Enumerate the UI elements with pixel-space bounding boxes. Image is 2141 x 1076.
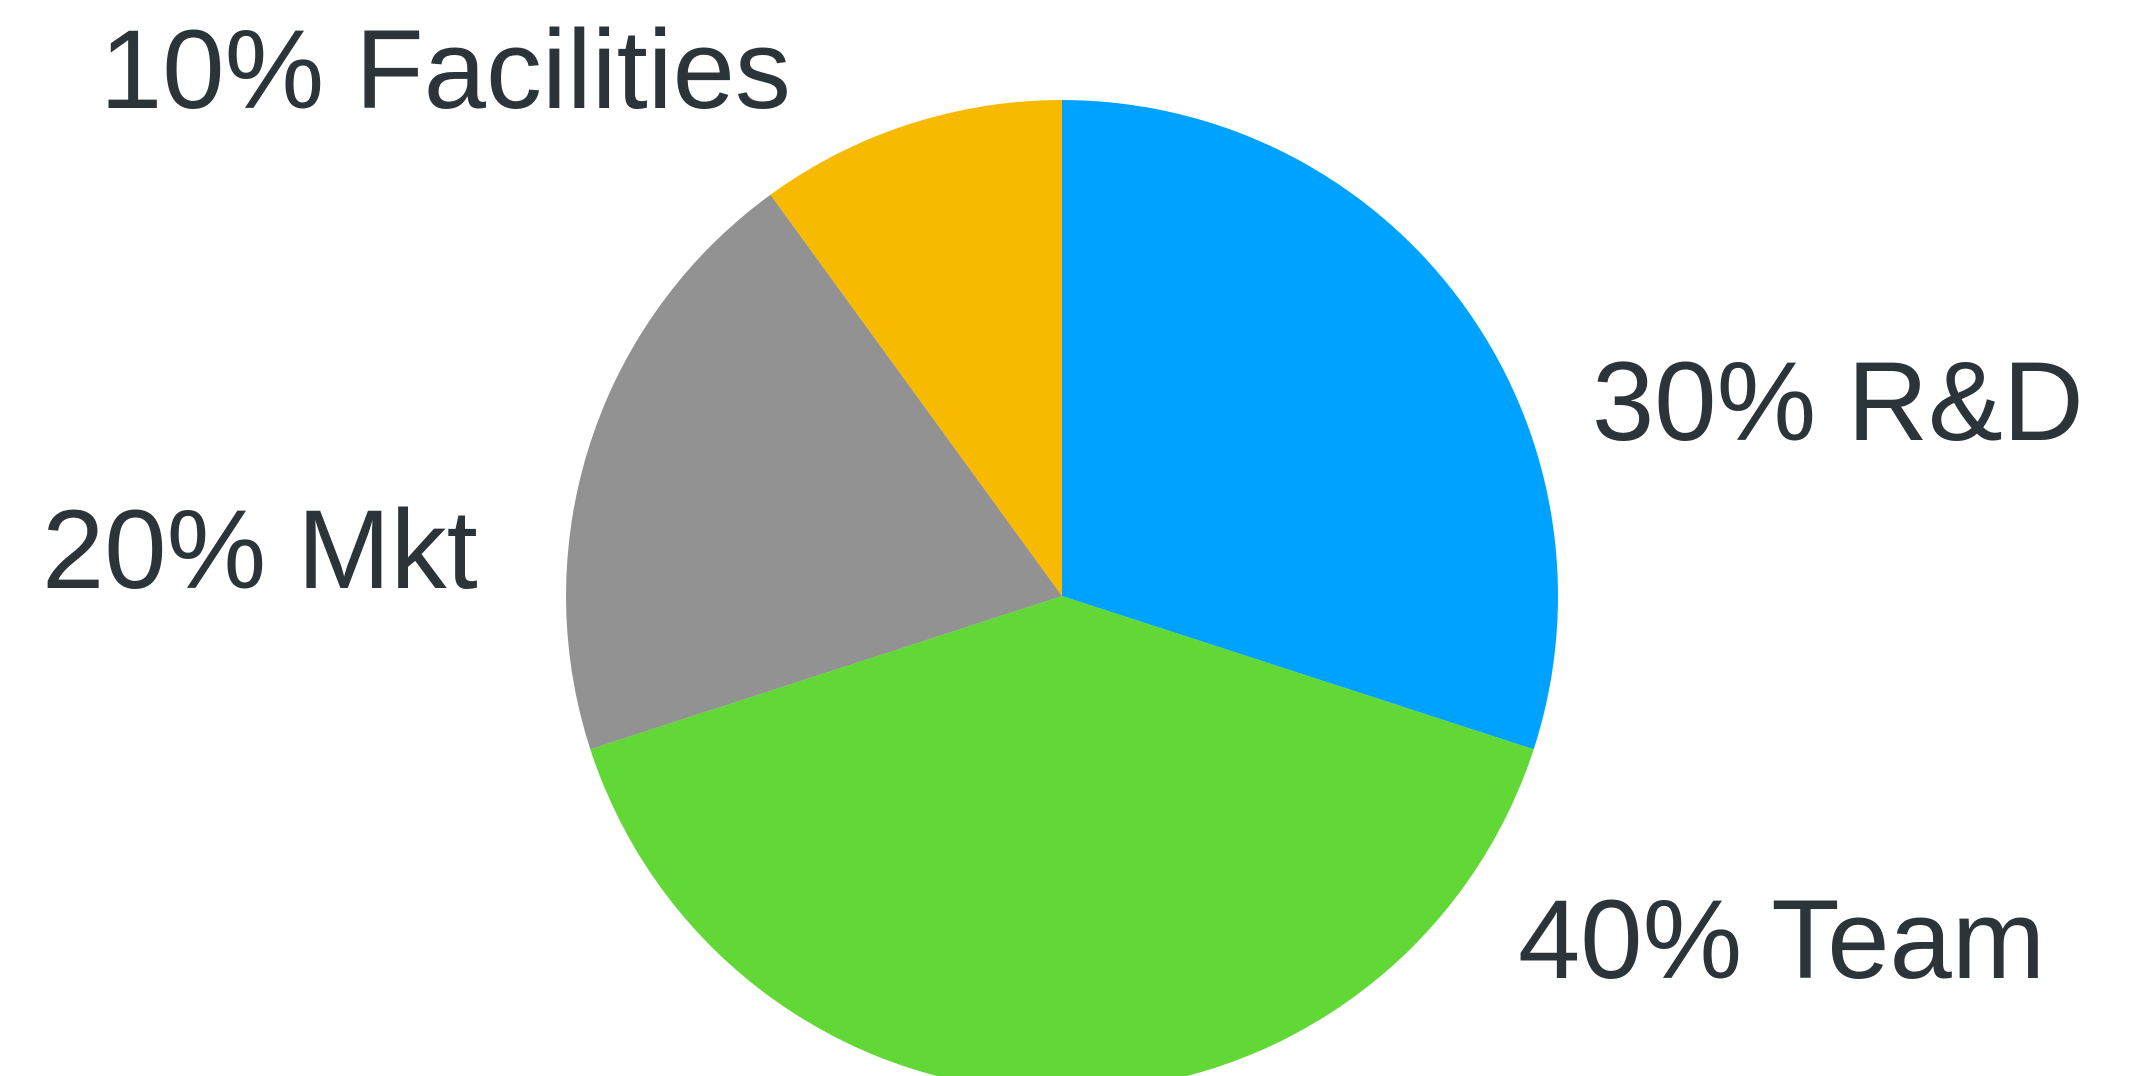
slice-rd [1062,100,1558,750]
slice-facilities [770,100,1062,596]
slice-label-mkt: 20% Mkt [42,487,478,612]
slice-team [590,596,1534,1076]
slice-label-facilities: 10% Facilities [100,7,791,132]
slice-mkt [566,194,1062,750]
pie-slices [566,100,1558,1076]
slice-label-team: 40% Team [1518,877,2045,1002]
slice-label-rd: 30% R&D [1592,339,2084,464]
pie-labels: 30% R&D 40% Team 20% Mkt 10% Facilities [42,7,2084,1002]
